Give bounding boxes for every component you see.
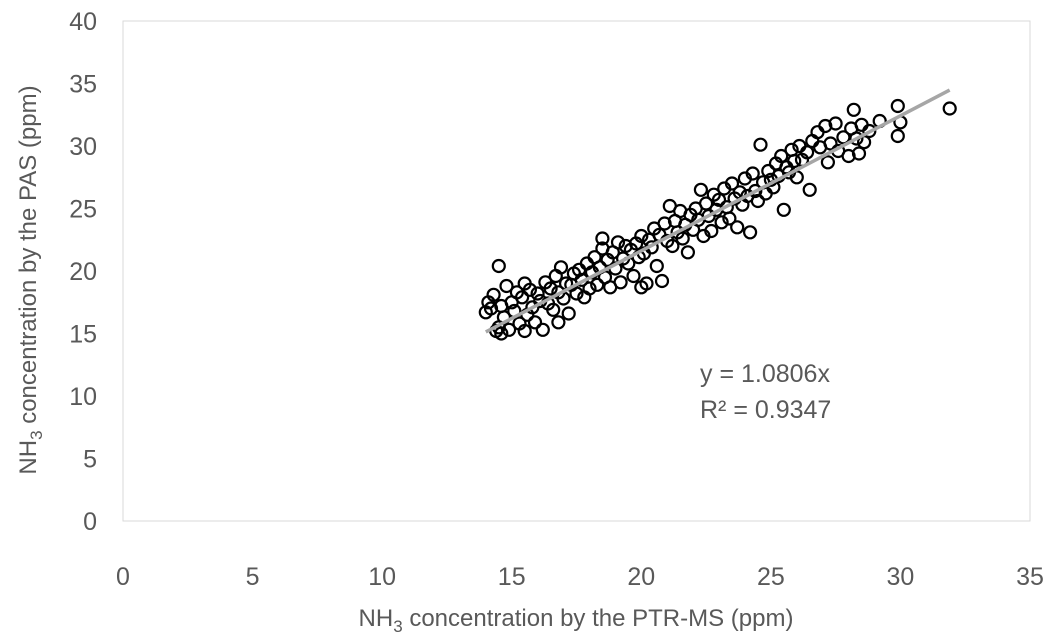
data-point xyxy=(942,101,957,116)
data-point xyxy=(730,220,745,235)
data-point xyxy=(654,273,670,289)
data-point xyxy=(491,258,506,274)
data-point xyxy=(750,193,766,209)
x-tick-label: 15 xyxy=(498,563,526,591)
y-tick-label: 35 xyxy=(69,71,97,99)
x-tick-labels: 0 5 10 15 20 25 30 35 xyxy=(116,563,1044,591)
data-point xyxy=(680,245,696,260)
data-point xyxy=(799,145,815,160)
x-tick-label: 35 xyxy=(1016,563,1044,591)
y-tick-label: 15 xyxy=(69,321,97,349)
data-point xyxy=(753,137,768,152)
data-point xyxy=(675,231,690,246)
data-point xyxy=(774,148,789,164)
y-tick-labels: 0 5 10 15 20 25 30 35 40 xyxy=(69,8,97,536)
data-point xyxy=(836,130,851,145)
data-point xyxy=(693,182,709,197)
data-point xyxy=(828,116,843,131)
x-tick-label: 25 xyxy=(757,563,785,591)
data-point xyxy=(553,260,569,275)
data-point xyxy=(851,146,867,161)
x-tick-label: 20 xyxy=(627,563,655,591)
data-point xyxy=(546,302,561,317)
data-point xyxy=(862,123,877,139)
data-point xyxy=(514,290,530,305)
data-point xyxy=(561,306,576,321)
y-tick-label: 5 xyxy=(83,446,97,474)
data-point xyxy=(722,211,737,226)
data-point xyxy=(714,215,729,230)
data-point xyxy=(582,281,597,296)
trendline xyxy=(484,88,951,334)
y-tick-label: 10 xyxy=(69,383,97,411)
data-point xyxy=(745,166,760,181)
data-point xyxy=(499,278,514,294)
data-point xyxy=(890,128,905,144)
x-tick-label: 10 xyxy=(368,563,396,591)
data-point xyxy=(569,286,584,301)
data-points xyxy=(478,98,957,341)
y-tick-label: 30 xyxy=(69,133,97,161)
data-point xyxy=(530,286,545,301)
data-point xyxy=(665,238,680,254)
plot-area xyxy=(122,20,1031,522)
data-point xyxy=(551,315,566,330)
data-point xyxy=(849,131,864,146)
trend-equation: y = 1.0806x xyxy=(700,360,830,388)
data-point xyxy=(486,287,501,302)
data-point xyxy=(711,192,727,207)
data-point xyxy=(522,282,538,297)
data-point xyxy=(626,268,641,284)
data-point xyxy=(535,322,550,337)
data-point xyxy=(724,176,740,191)
data-point xyxy=(823,136,838,151)
x-axis-title: NH3 concentration by the PTR-MS (ppm) xyxy=(359,605,794,636)
data-point xyxy=(590,277,605,292)
data-point xyxy=(527,315,543,330)
y-tick-label: 0 xyxy=(83,508,97,536)
y-tick-label: 40 xyxy=(69,8,97,36)
x-tick-label: 5 xyxy=(246,563,260,591)
data-point xyxy=(787,153,802,169)
data-point xyxy=(494,326,509,341)
data-point xyxy=(802,182,817,197)
data-point xyxy=(776,202,791,217)
y-tick-label: 20 xyxy=(69,258,97,286)
y-axis-title: NH3 concentration by the PAS (ppm) xyxy=(15,85,46,474)
data-point xyxy=(543,281,558,296)
data-point xyxy=(742,225,758,240)
data-point xyxy=(595,231,610,246)
data-point xyxy=(517,323,532,339)
data-point xyxy=(639,276,654,291)
data-point xyxy=(613,275,628,290)
data-point xyxy=(846,102,861,117)
data-point xyxy=(634,228,649,244)
y-tick-label: 25 xyxy=(69,196,97,224)
data-point xyxy=(610,235,626,250)
trend-r-squared: R² = 0.9347 xyxy=(700,396,831,424)
data-point xyxy=(820,155,836,170)
x-tick-label: 0 xyxy=(116,563,130,591)
data-point xyxy=(649,258,664,274)
data-point xyxy=(502,322,517,337)
data-point xyxy=(890,98,905,114)
data-point xyxy=(704,223,719,239)
x-tick-label: 30 xyxy=(887,563,915,591)
